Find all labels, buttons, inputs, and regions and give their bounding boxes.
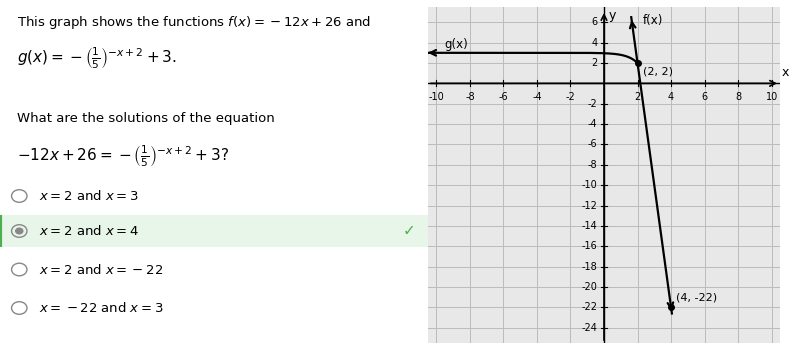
- Text: $x = 2$ and $x = 4$: $x = 2$ and $x = 4$: [38, 224, 138, 238]
- Text: (2, 2): (2, 2): [642, 66, 673, 76]
- Text: 8: 8: [735, 91, 741, 102]
- Text: 6: 6: [702, 91, 708, 102]
- Text: -16: -16: [582, 241, 598, 251]
- Text: $-12x + 26 = -\left(\frac{1}{5}\right)^{-x+2} + 3?$: $-12x + 26 = -\left(\frac{1}{5}\right)^{…: [17, 144, 230, 169]
- Text: -4: -4: [532, 91, 542, 102]
- Text: x: x: [782, 66, 789, 79]
- Text: -12: -12: [582, 201, 598, 211]
- Text: -18: -18: [582, 262, 598, 272]
- Text: 2: 2: [634, 91, 641, 102]
- Text: 4: 4: [668, 91, 674, 102]
- Text: 6: 6: [591, 17, 598, 27]
- Text: 10: 10: [766, 91, 778, 102]
- Text: 4: 4: [591, 38, 598, 48]
- Text: g(x): g(x): [445, 38, 469, 51]
- Text: (4, -22): (4, -22): [676, 292, 718, 302]
- Text: -10: -10: [582, 180, 598, 190]
- FancyBboxPatch shape: [0, 215, 428, 247]
- Text: $x = 2$ and $x = 3$: $x = 2$ and $x = 3$: [38, 189, 138, 203]
- Text: -8: -8: [588, 160, 598, 170]
- Text: -2: -2: [566, 91, 575, 102]
- Text: -10: -10: [429, 91, 444, 102]
- Text: What are the solutions of the equation: What are the solutions of the equation: [17, 112, 275, 125]
- Text: -6: -6: [588, 139, 598, 149]
- Text: ✓: ✓: [402, 224, 415, 238]
- Text: -6: -6: [498, 91, 508, 102]
- Text: -4: -4: [588, 119, 598, 129]
- Text: 2: 2: [591, 58, 598, 68]
- Text: $x = -22$ and $x = 3$: $x = -22$ and $x = 3$: [38, 301, 163, 315]
- Circle shape: [15, 228, 23, 234]
- Text: -22: -22: [582, 302, 598, 312]
- Text: This graph shows the functions $f(x) = -12x + 26$ and: This graph shows the functions $f(x) = -…: [17, 14, 371, 31]
- Text: -2: -2: [587, 99, 598, 109]
- Text: f(x): f(x): [642, 14, 663, 27]
- Text: $x = 2$ and $x = -22$: $x = 2$ and $x = -22$: [38, 262, 162, 276]
- Text: $g(x) = -\left(\frac{1}{5}\right)^{-x+2} + 3.$: $g(x) = -\left(\frac{1}{5}\right)^{-x+2}…: [17, 46, 177, 71]
- Text: -8: -8: [465, 91, 474, 102]
- Text: -14: -14: [582, 221, 598, 231]
- Text: y: y: [608, 9, 615, 22]
- Text: -24: -24: [582, 323, 598, 333]
- Text: -20: -20: [582, 282, 598, 292]
